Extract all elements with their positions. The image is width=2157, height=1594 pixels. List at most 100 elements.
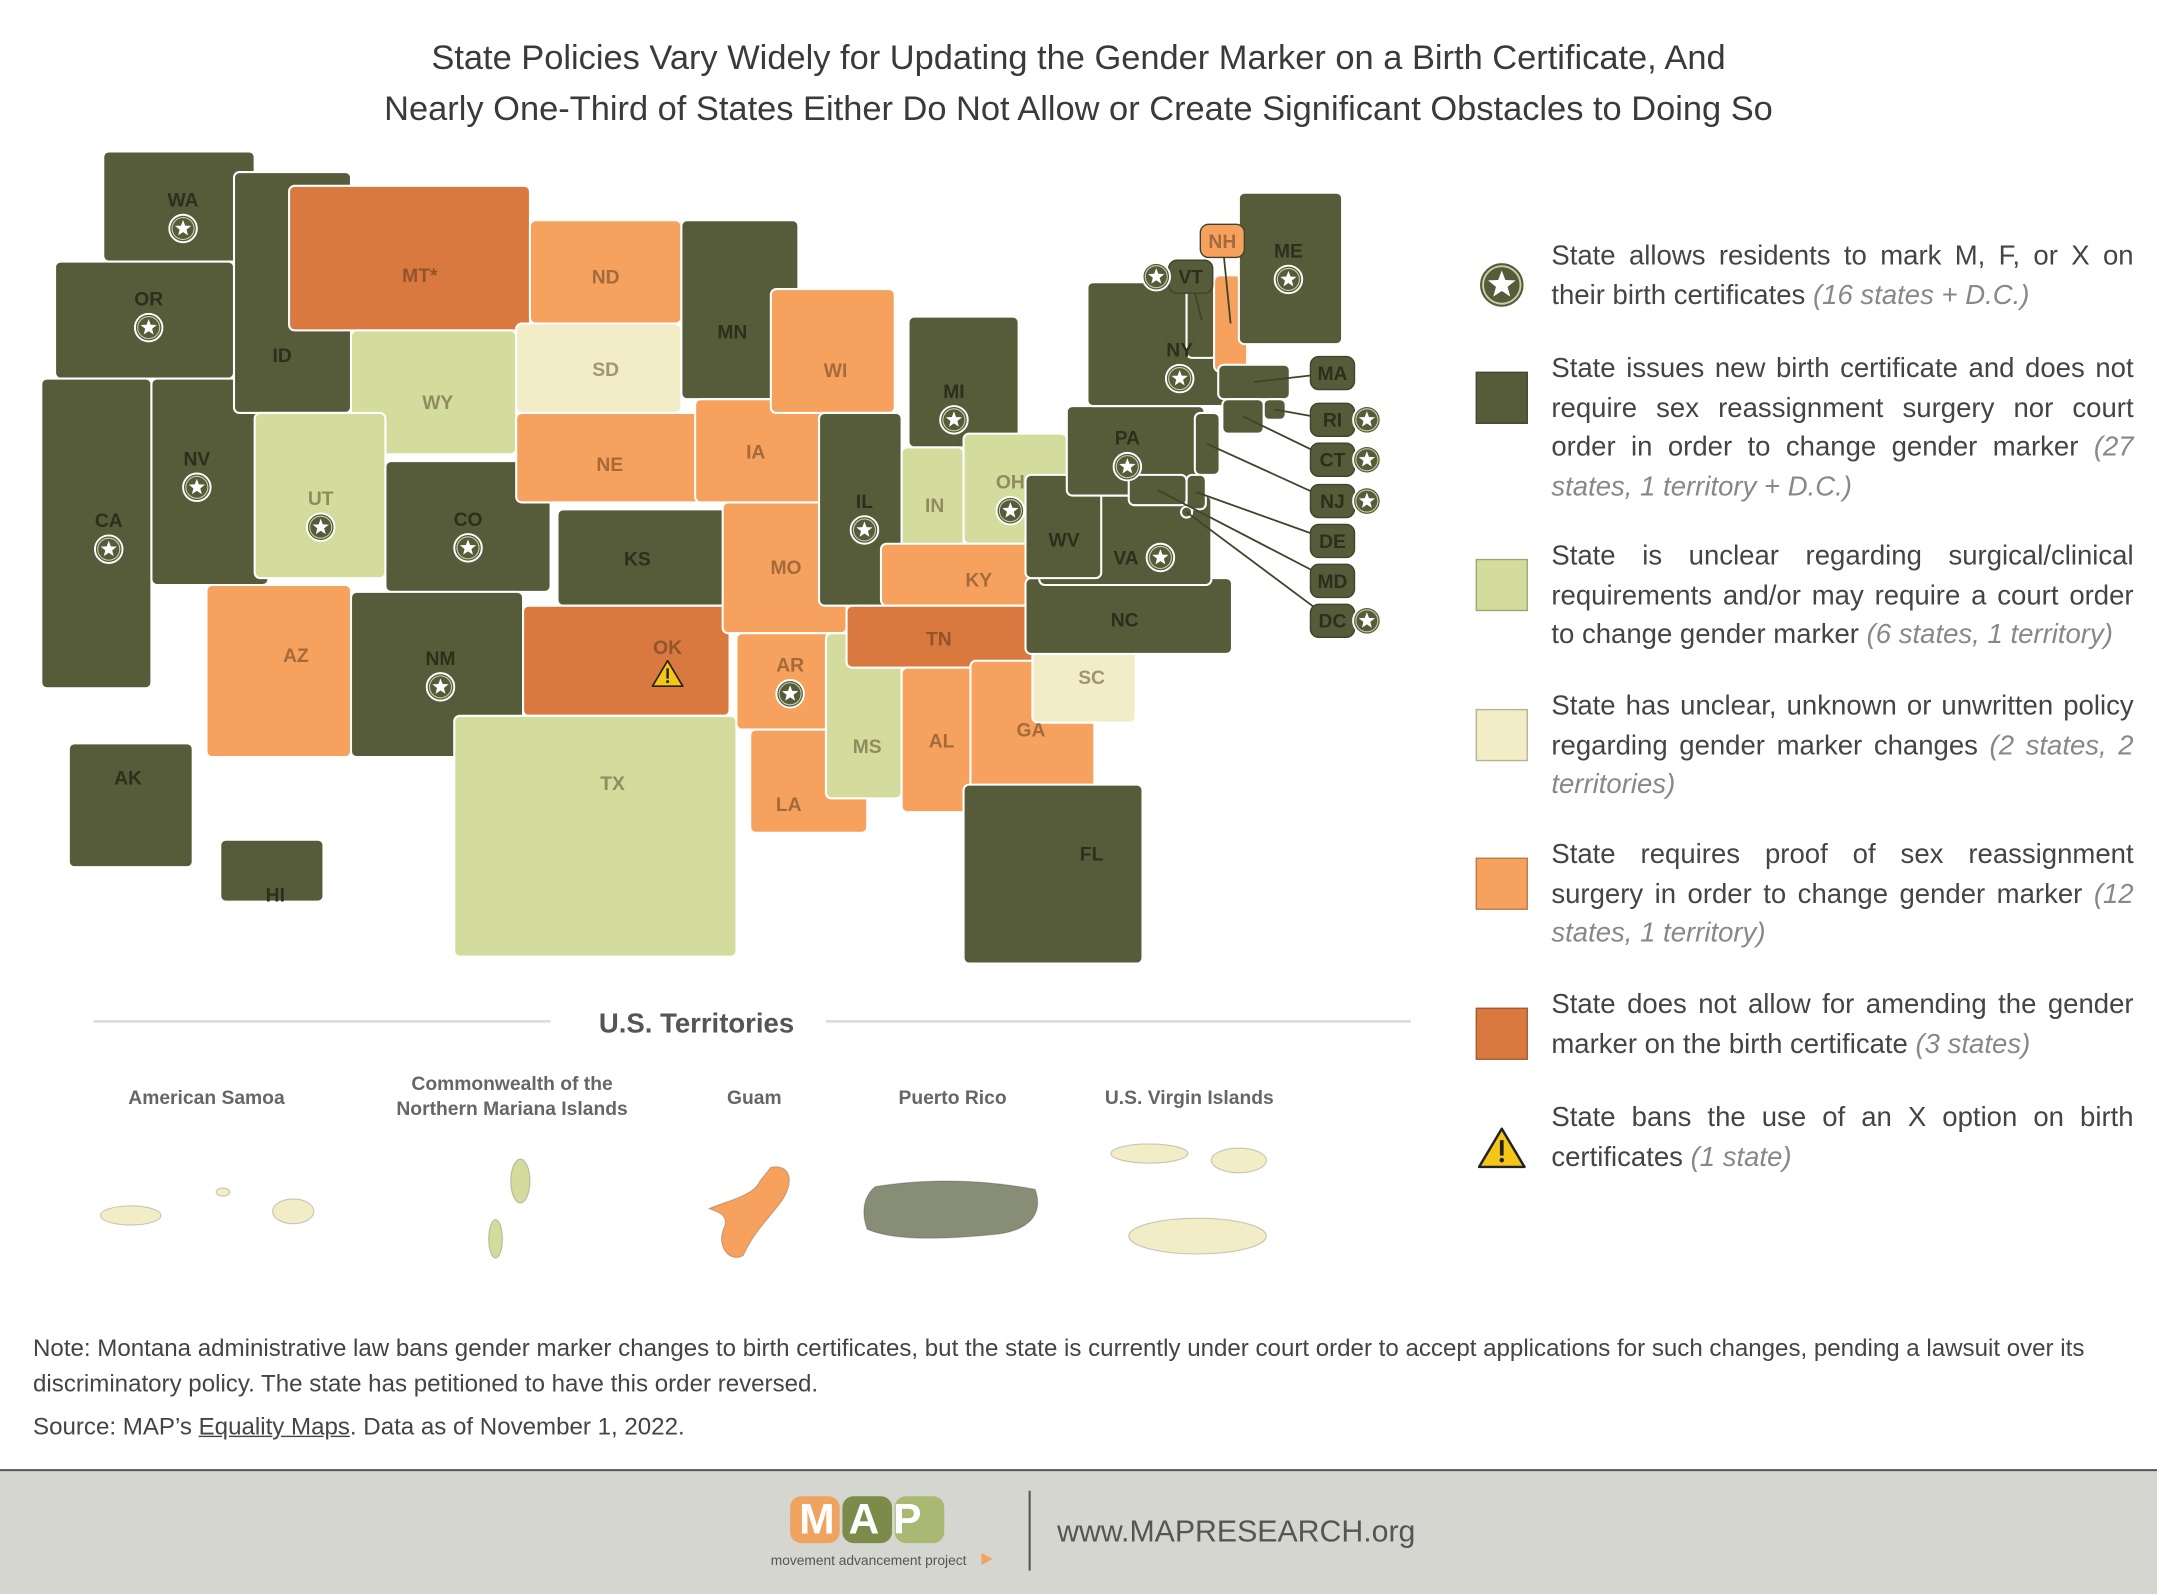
logo: MAP (799, 1495, 935, 1543)
territory-shape (1128, 1217, 1267, 1255)
star-ring (1355, 489, 1379, 513)
state-shape (67, 742, 194, 869)
state-label: FL (1080, 844, 1104, 865)
legend-swatch (1476, 1120, 1528, 1172)
star (1148, 268, 1165, 284)
legend-label: State has unclear, unknown or unwritten … (1551, 691, 2134, 761)
legend-note: (2 states, 2 territories) (1551, 730, 2134, 800)
star-icon (168, 213, 198, 244)
legend-label: State does not allow for amending the ge… (1551, 989, 2134, 1060)
star-ring (998, 499, 1022, 523)
territory-name: U.S. Virgin Islands (1104, 1086, 1274, 1109)
legend-note: (27 states, 1 territory + D.C.) (1551, 432, 2134, 502)
source: Source: MAP’s Equality Maps. Data as of … (33, 1412, 685, 1441)
state-label: OK (653, 638, 682, 659)
star-ring (1482, 265, 1522, 305)
legend-swatch (1475, 558, 1528, 612)
state-label: WI (824, 361, 848, 382)
star-ring (852, 518, 877, 542)
legend-item: State issues new birth certificate and d… (1475, 350, 2134, 507)
star-icon (995, 495, 1026, 526)
star (1358, 612, 1376, 628)
state-label: NC (1111, 610, 1139, 631)
state-shape (40, 377, 153, 690)
source-link[interactable]: Equality Maps (198, 1412, 350, 1440)
footer-url: www.MAPRESEARCH.org (1056, 1516, 1415, 1549)
star-ring (185, 475, 209, 499)
star-icon (453, 533, 483, 563)
state-label: IL (856, 492, 873, 513)
star-icon (775, 679, 805, 709)
star-icon (1476, 259, 1527, 310)
state-label: MS (853, 737, 882, 758)
state-label: CT (1320, 451, 1346, 472)
state-shape (1193, 411, 1221, 476)
legend-text: State issues new birth certificate and d… (1551, 350, 2133, 507)
callout-line (1157, 489, 1333, 582)
legend-item: State requires proof of sex reassignment… (1475, 836, 2134, 954)
legend-label: State allows residents to mark M, F, or … (1551, 240, 2134, 311)
state-shape (522, 604, 731, 717)
legend-icon (1476, 259, 1527, 310)
star (174, 219, 192, 236)
star-icon (1145, 542, 1176, 573)
legend-label: State issues new birth certificate and d… (1551, 353, 2134, 463)
star-ring (171, 216, 195, 241)
state-label: OH (996, 473, 1025, 494)
state-label: NY (1166, 341, 1193, 362)
state-label: KS (624, 550, 651, 571)
state-label: IA (746, 442, 765, 463)
star-icon (133, 312, 164, 343)
star (188, 478, 205, 495)
legend-swatch (1475, 857, 1528, 910)
star (945, 411, 963, 427)
state-shape (288, 184, 531, 332)
logo-tile (894, 1496, 945, 1544)
star-icon (425, 672, 456, 702)
state-shape (1262, 398, 1287, 421)
legend-text: State is unclear regarding surgical/clin… (1551, 537, 2133, 655)
star (100, 540, 117, 557)
star (432, 678, 449, 694)
star (1358, 411, 1376, 427)
callout-line (1186, 511, 1334, 622)
state-label: AZ (283, 646, 309, 667)
star-ring (428, 675, 453, 699)
territory-name: Guam (727, 1086, 782, 1109)
territory-name: American Samoa (128, 1086, 285, 1109)
legend-icon (1477, 1127, 1526, 1169)
states (40, 150, 1344, 965)
state-label: MA (1317, 364, 1347, 385)
territory-name: Puerto Rico (898, 1086, 1007, 1109)
state-label: TX (600, 774, 625, 795)
legend-label: State requires proof of sex reassignment… (1551, 839, 2134, 910)
callout-box (1199, 223, 1246, 259)
legend-label: State is unclear regarding surgical/clin… (1551, 540, 2134, 650)
star-ring (1355, 609, 1379, 633)
star (1171, 370, 1188, 386)
state-label: ME (1274, 241, 1303, 262)
territory-shape (488, 1219, 503, 1259)
state-shape (219, 838, 325, 903)
star-ring (1115, 455, 1139, 479)
state-label: RI (1323, 411, 1342, 432)
state-label: MO (770, 558, 801, 579)
state-label: NJ (1320, 492, 1345, 513)
state-label: MD (1317, 572, 1347, 593)
state-label: AK (114, 769, 142, 790)
legend-text: State has unclear, unknown or unwritten … (1551, 687, 2133, 805)
star-ring (97, 537, 121, 561)
state-label: MT* (402, 266, 438, 287)
territory-shape (707, 1166, 790, 1258)
star (1280, 270, 1297, 287)
state-shape (453, 714, 738, 958)
footer-bar (0, 1470, 2157, 1594)
state-label: VA (1113, 548, 1138, 569)
warning-bar (1499, 1140, 1504, 1156)
callout-box (1309, 523, 1356, 559)
logo-tile (790, 1496, 840, 1544)
warning-dot (666, 680, 670, 684)
star (140, 319, 157, 335)
